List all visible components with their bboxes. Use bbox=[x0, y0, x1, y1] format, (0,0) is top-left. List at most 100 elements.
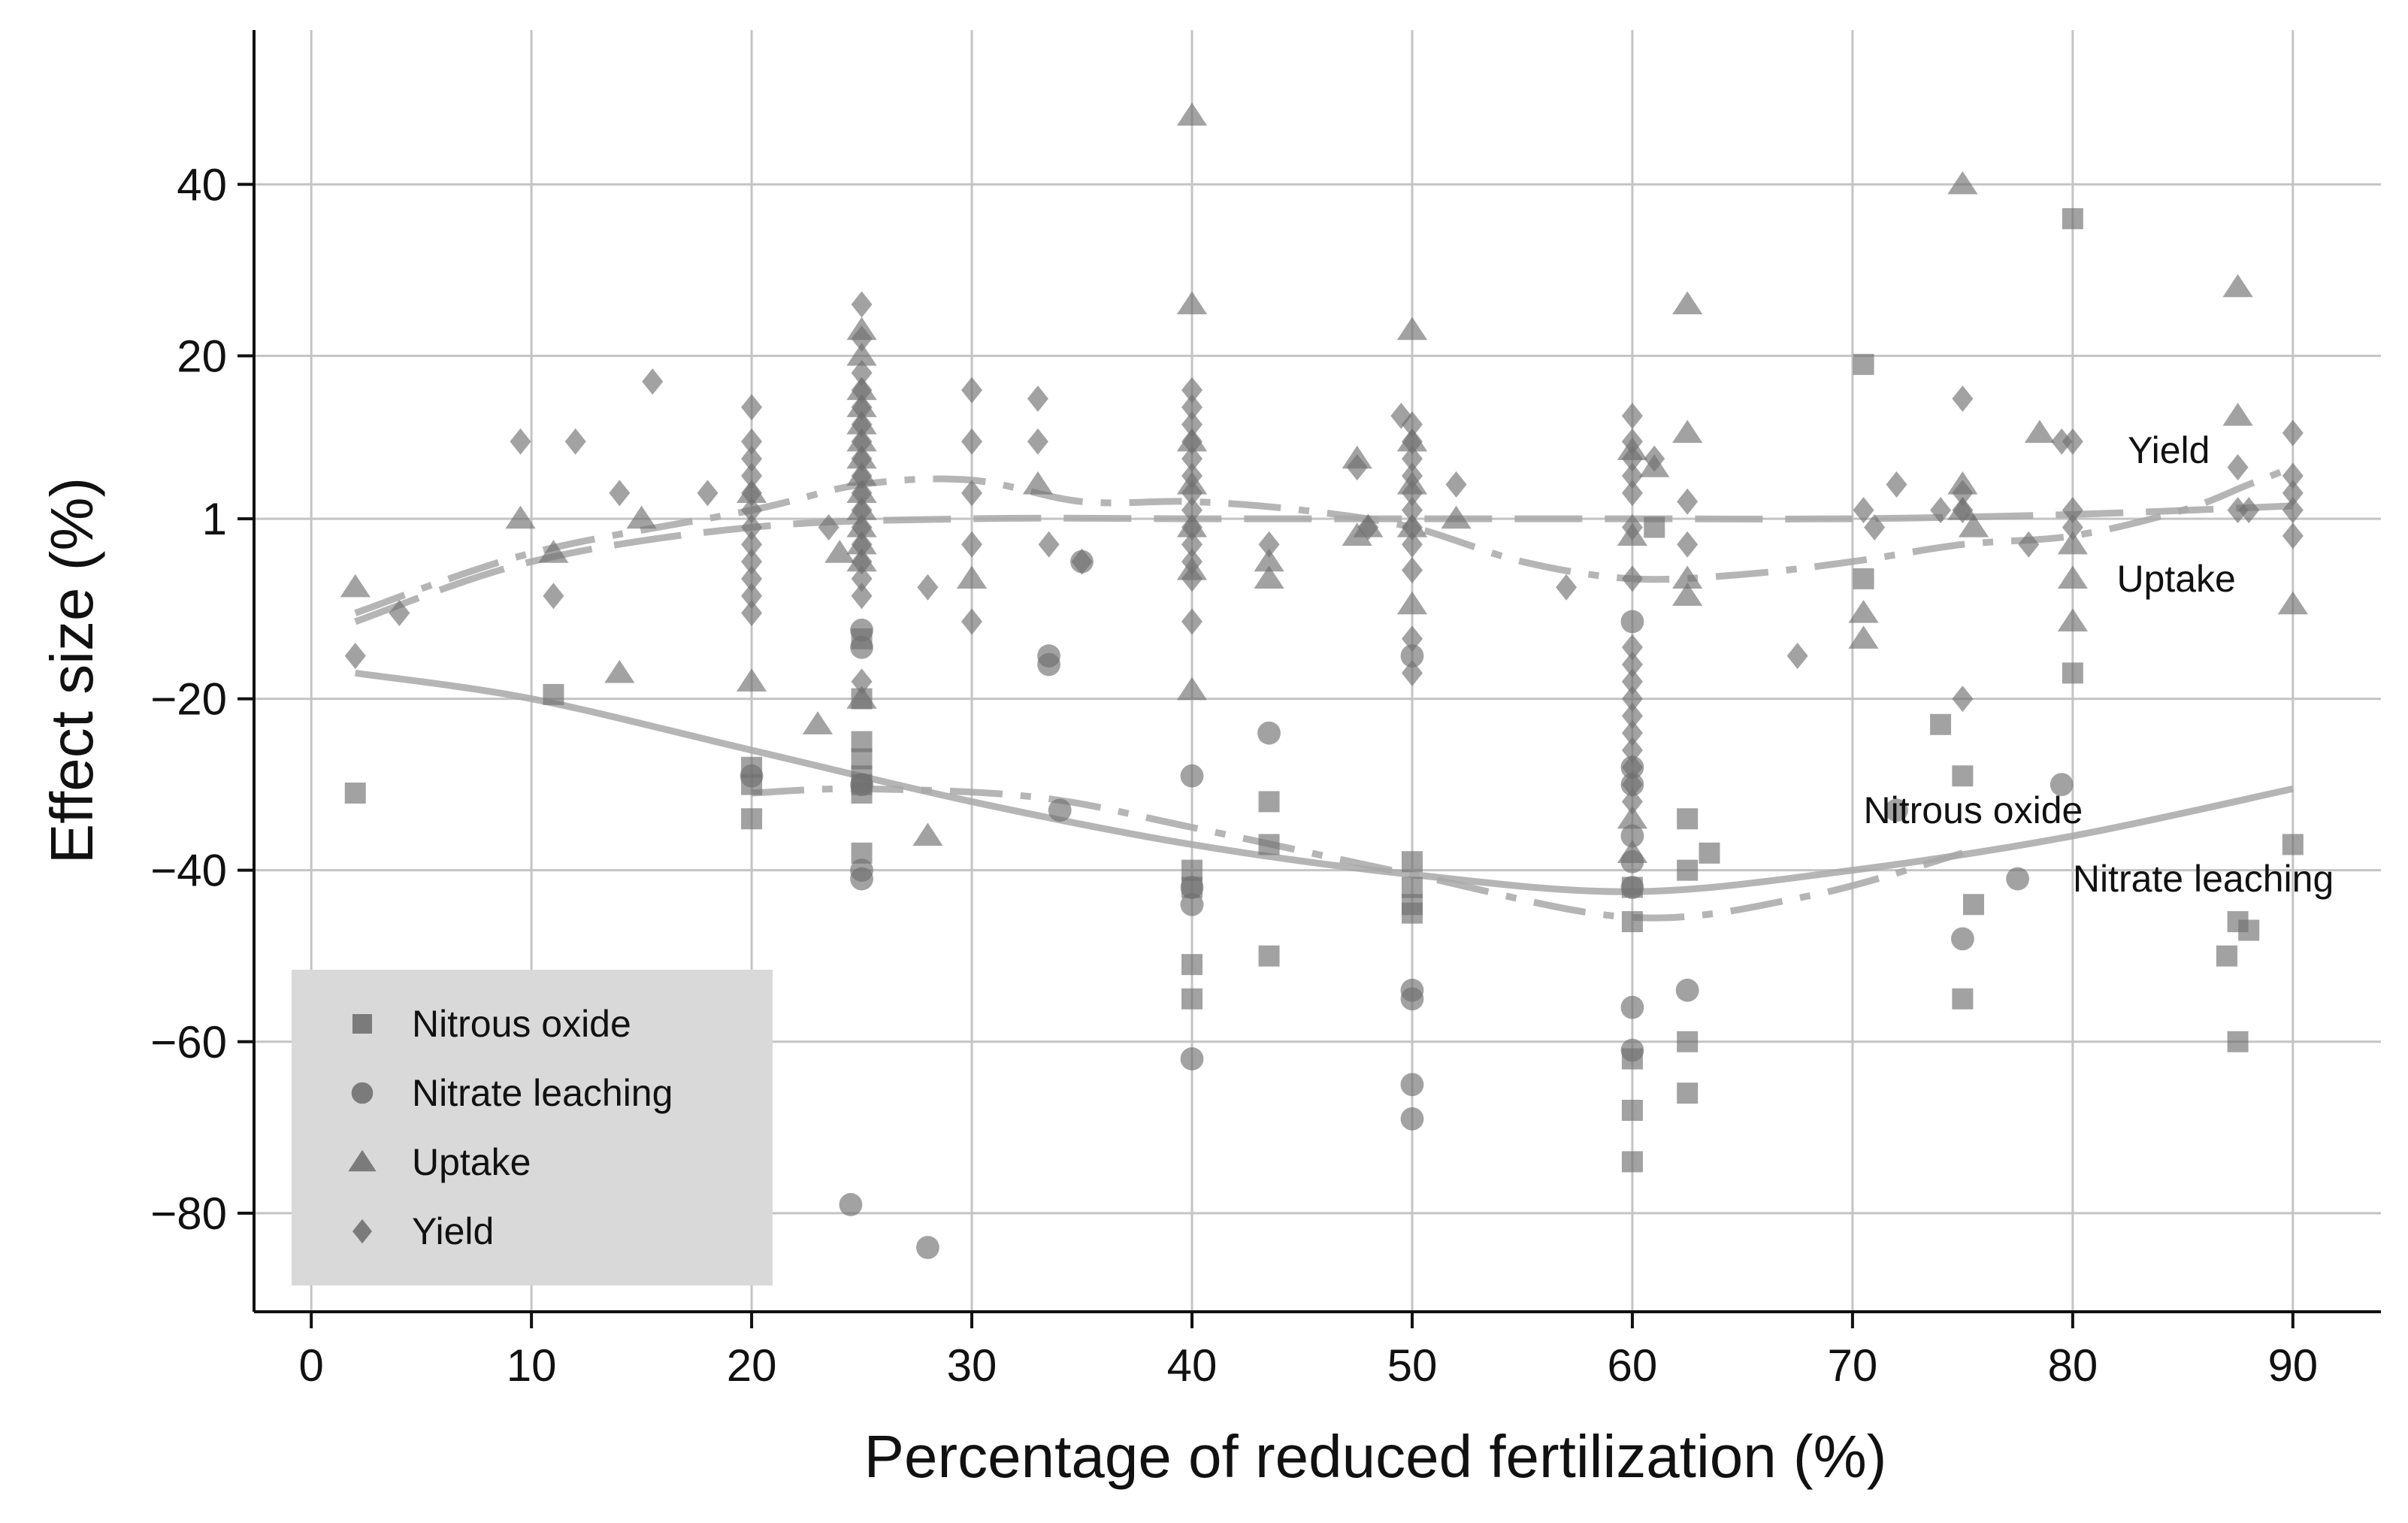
data-point-nitrate-leaching bbox=[1180, 892, 1204, 916]
data-point-yield bbox=[1181, 608, 1203, 635]
legend: Nitrous oxide Nitrate leaching Uptake Yield bbox=[292, 970, 773, 1285]
data-point-yield bbox=[741, 600, 763, 627]
data-point-yield bbox=[851, 668, 873, 695]
data-point-uptake bbox=[736, 668, 767, 692]
data-point-nitrous-oxide bbox=[2062, 662, 2083, 684]
data-point-yield bbox=[1401, 556, 1423, 583]
data-point-nitrate-leaching bbox=[1400, 987, 1424, 1011]
data-point-uptake bbox=[1254, 548, 1284, 572]
data-point-yield bbox=[389, 600, 410, 627]
data-point-yield bbox=[2282, 497, 2304, 524]
x-tick-label: 50 bbox=[1387, 1340, 1438, 1391]
data-point-yield bbox=[1181, 377, 1203, 404]
data-point-uptake bbox=[538, 540, 569, 563]
data-point-yield bbox=[1952, 385, 1974, 412]
x-tick-label: 0 bbox=[298, 1340, 323, 1391]
data-point-yield bbox=[1181, 428, 1203, 455]
data-point-yield bbox=[961, 531, 983, 558]
data-point-nitrous-oxide bbox=[1401, 902, 1423, 924]
data-point-yield bbox=[2282, 522, 2304, 550]
series-nitrate-leaching bbox=[740, 550, 2074, 1259]
data-point-uptake bbox=[2222, 274, 2253, 298]
data-point-yield bbox=[1401, 480, 1423, 507]
data-point-uptake bbox=[2057, 608, 2088, 632]
data-point-uptake bbox=[340, 574, 371, 598]
data-point-yield bbox=[1621, 462, 1643, 489]
data-point-yield bbox=[1071, 548, 1093, 575]
data-point-nitrous-oxide bbox=[2216, 945, 2237, 967]
data-point-yield bbox=[1621, 702, 1643, 729]
data-point-yield bbox=[1621, 565, 1643, 592]
data-point-yield bbox=[1786, 643, 1808, 670]
data-point-yield bbox=[2227, 454, 2249, 481]
data-point-uptake bbox=[2222, 402, 2253, 426]
data-point-yield bbox=[1181, 513, 1203, 540]
data-point-yield bbox=[1401, 445, 1423, 472]
data-point-yield bbox=[1621, 428, 1643, 455]
data-point-yield bbox=[741, 583, 763, 610]
fit-curve-nitrate-leaching bbox=[751, 785, 1964, 922]
data-point-nitrous-oxide bbox=[1952, 988, 1974, 1010]
data-point-nitrous-oxide bbox=[1181, 954, 1203, 976]
series-uptake bbox=[340, 102, 2308, 863]
data-point-yield bbox=[1181, 480, 1203, 507]
data-point-nitrate-leaching bbox=[1180, 1047, 1204, 1070]
data-point-yield bbox=[2227, 497, 2249, 524]
data-point-uptake bbox=[1672, 291, 1703, 315]
data-point-yield bbox=[1952, 480, 1974, 507]
data-point-nitrous-oxide bbox=[1621, 1151, 1643, 1173]
data-point-yield bbox=[851, 548, 873, 575]
data-point-nitrate-leaching bbox=[1400, 1073, 1424, 1097]
data-point-uptake bbox=[1848, 625, 1879, 649]
series-yield bbox=[344, 291, 2304, 815]
data-point-yield bbox=[741, 497, 763, 524]
data-point-yield bbox=[1621, 651, 1643, 678]
data-point-uptake bbox=[626, 505, 657, 529]
data-point-yield bbox=[1401, 659, 1423, 686]
data-point-yield bbox=[1445, 471, 1467, 498]
data-point-yield bbox=[1181, 394, 1203, 421]
data-point-nitrous-oxide bbox=[1677, 1031, 1699, 1052]
data-point-nitrate-leaching bbox=[1620, 1038, 1644, 1062]
data-point-yield bbox=[917, 574, 939, 601]
data-point-uptake bbox=[2024, 419, 2056, 444]
data-point-nitrate-leaching bbox=[1620, 610, 1644, 634]
x-axis-title: Percentage of reduced fertilization (%) bbox=[864, 1423, 1887, 1490]
data-point-yield bbox=[1621, 737, 1643, 764]
annotation-uptake: Uptake bbox=[2116, 558, 2235, 600]
data-point-yield bbox=[1181, 411, 1203, 438]
data-point-yield bbox=[1621, 513, 1643, 540]
data-point-yield bbox=[564, 428, 586, 455]
data-point-nitrous-oxide bbox=[1677, 808, 1699, 830]
legend-marker-uptake bbox=[348, 1149, 377, 1172]
data-point-uptake bbox=[846, 342, 877, 366]
data-point-yield bbox=[1401, 531, 1423, 558]
data-point-nitrous-oxide bbox=[1699, 842, 1720, 864]
data-point-uptake bbox=[1947, 171, 1978, 195]
fit-curve-nitrous-oxide bbox=[355, 669, 2294, 895]
x-tick-label: 90 bbox=[2267, 1340, 2318, 1391]
data-point-yield bbox=[1181, 531, 1203, 558]
data-point-yield bbox=[1952, 686, 1974, 713]
data-point-yield bbox=[2238, 497, 2260, 524]
y-tick-label: 1 bbox=[202, 494, 227, 544]
data-point-nitrous-oxide bbox=[1258, 834, 1280, 855]
data-point-uptake bbox=[956, 565, 988, 589]
data-point-yield bbox=[1027, 385, 1048, 412]
legend-marker-yield bbox=[352, 1219, 372, 1244]
data-point-yield bbox=[851, 565, 873, 592]
data-point-nitrate-leaching bbox=[1885, 798, 1908, 822]
data-point-nitrous-oxide bbox=[1952, 765, 1974, 787]
data-point-nitrate-leaching bbox=[850, 618, 873, 642]
data-point-nitrate-leaching bbox=[1180, 876, 1204, 899]
data-point-uptake bbox=[1022, 471, 1054, 495]
data-point-uptake bbox=[824, 540, 855, 563]
axes bbox=[253, 30, 2381, 1313]
data-point-yield bbox=[1644, 445, 1665, 472]
data-point-uptake bbox=[1672, 583, 1703, 606]
data-point-yield bbox=[2282, 419, 2304, 447]
data-point-nitrate-leaching bbox=[2050, 773, 2074, 797]
data-point-nitrate-leaching bbox=[740, 764, 764, 788]
data-point-yield bbox=[741, 548, 763, 575]
data-point-yield bbox=[543, 583, 564, 610]
